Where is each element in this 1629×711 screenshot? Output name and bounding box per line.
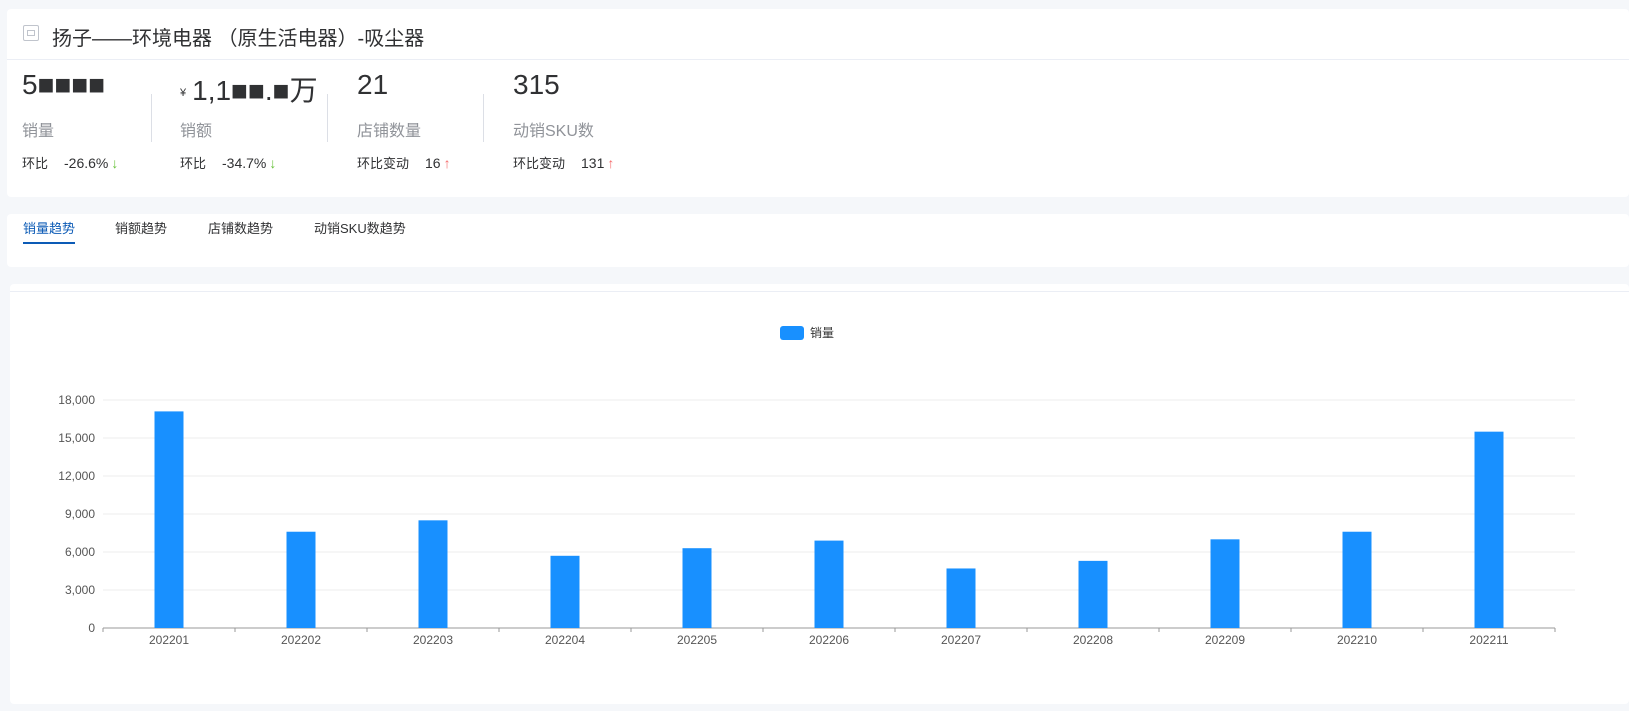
divider [10,291,1629,292]
metric-amount: 1,1■■.■万 [192,75,318,106]
currency-symbol: ¥ [180,86,187,99]
x-tick-label: 202201 [149,633,189,647]
sales-volume-bar-chart: 销量 0 3,000 6,000 9,000 12,000 15,000 18,000 2022… [58,326,1575,647]
metric-value: 21 [357,69,389,100]
y-tick-label: 6,000 [65,545,95,559]
arrow-down-icon: ↓ [269,155,277,171]
change-value: 131 [581,155,605,171]
x-tick-label: 202211 [1469,633,1508,647]
metric-active-sku: 315 动销SKU数 环比变动 131 ↑ [513,69,614,172]
bar [154,411,184,628]
bar [550,555,580,628]
y-tick-label: 12,000 [58,469,95,483]
divider [327,94,328,142]
metric-change: 环比变动 131 ↑ [513,153,614,172]
bar [418,520,448,628]
metric-value: 315 [513,69,560,100]
legend-swatch [780,326,804,340]
change-label: 环比变动 [357,156,410,171]
y-tick-label: 15,000 [58,431,95,445]
tab-store-count-trend[interactable]: 店铺数趋势 [208,214,273,267]
divider [483,94,484,142]
y-tick-label: 18,000 [58,393,95,407]
bar [1078,560,1108,628]
metric-value: ¥1,1■■.■万 [180,69,318,106]
active-tab-indicator [23,242,76,244]
x-tick-label: 202207 [941,633,981,647]
x-tick-label: 202205 [677,633,717,647]
x-tick-label: 202202 [281,633,321,647]
legend-label: 销量 [810,326,834,340]
change-label: 环比 [180,156,207,171]
y-tick-label: 9,000 [65,507,95,521]
x-tick-label: 202209 [1205,633,1245,647]
bar [286,531,316,628]
y-tick-label: 3,000 [65,583,95,597]
x-tick-label: 202204 [545,633,585,647]
metric-change: 环比 -26.6% ↓ [22,153,118,172]
change-value: -34.7% [222,155,267,171]
arrow-down-icon: ↓ [111,155,119,171]
metric-value: 5■■■■ [22,69,106,100]
y-tick-label: 0 [88,621,95,635]
page-title: 扬子——环境电器 （原生活电器）-吸尘器 [52,28,425,50]
tab-active-sku-trend[interactable]: 动销SKU数趋势 [314,214,406,267]
tab-label: 动销SKU数趋势 [314,221,406,236]
metric-label: 动销SKU数 [513,123,594,140]
metric-sales-amount: ¥1,1■■.■万 销额 环比 -34.7% ↓ [180,69,318,172]
metric-sales-volume: 5■■■■ 销量 环比 -26.6% ↓ [22,69,118,172]
change-value: -26.6% [64,155,109,171]
change-value: 16 [425,155,441,171]
title-bar: 扬子——环境电器 （原生活电器）-吸尘器 [7,9,1629,60]
metric-label: 销额 [180,123,213,140]
metric-change: 环比 -34.7% ↓ [180,153,318,172]
metric-label: 销量 [22,123,55,140]
tab-sales-amount-trend[interactable]: 销额趋势 [115,214,167,267]
metric-change: 环比变动 16 ↑ [357,153,451,172]
x-tick-label: 202206 [809,633,849,647]
change-label: 环比变动 [513,156,566,171]
summary-card: 扬子——环境电器 （原生活电器）-吸尘器 5■■■■ 销量 环比 -26.6% ↓ … [7,9,1629,197]
divider [151,94,152,142]
bar [946,568,976,628]
tab-label: 销量趋势 [23,221,76,236]
x-tick-label: 202208 [1073,633,1113,647]
tab-label: 店铺数趋势 [208,221,274,236]
x-tick-label: 202203 [413,633,453,647]
arrow-up-icon: ↑ [607,155,615,171]
bar [814,540,844,628]
tab-label: 销额趋势 [115,221,168,236]
arrow-up-icon: ↑ [443,155,451,171]
chart-panel: 销量 0 3,000 6,000 9,000 12,000 15,000 18,000 2022… [10,284,1629,704]
metric-label: 店铺数量 [357,123,422,140]
change-label: 环比 [22,156,49,171]
metric-store-count: 21 店铺数量 环比变动 16 ↑ [357,69,451,172]
bar [1210,539,1240,628]
bar [1342,531,1372,628]
x-tick-label: 202210 [1337,633,1377,647]
tab-sales-volume-trend[interactable]: 销量趋势 [23,214,76,267]
bar [682,548,712,628]
bar [1474,431,1504,628]
image-icon [23,25,39,41]
trend-tabs: 销量趋势 销额趋势 店铺数趋势 动销SKU数趋势 [7,214,1629,267]
